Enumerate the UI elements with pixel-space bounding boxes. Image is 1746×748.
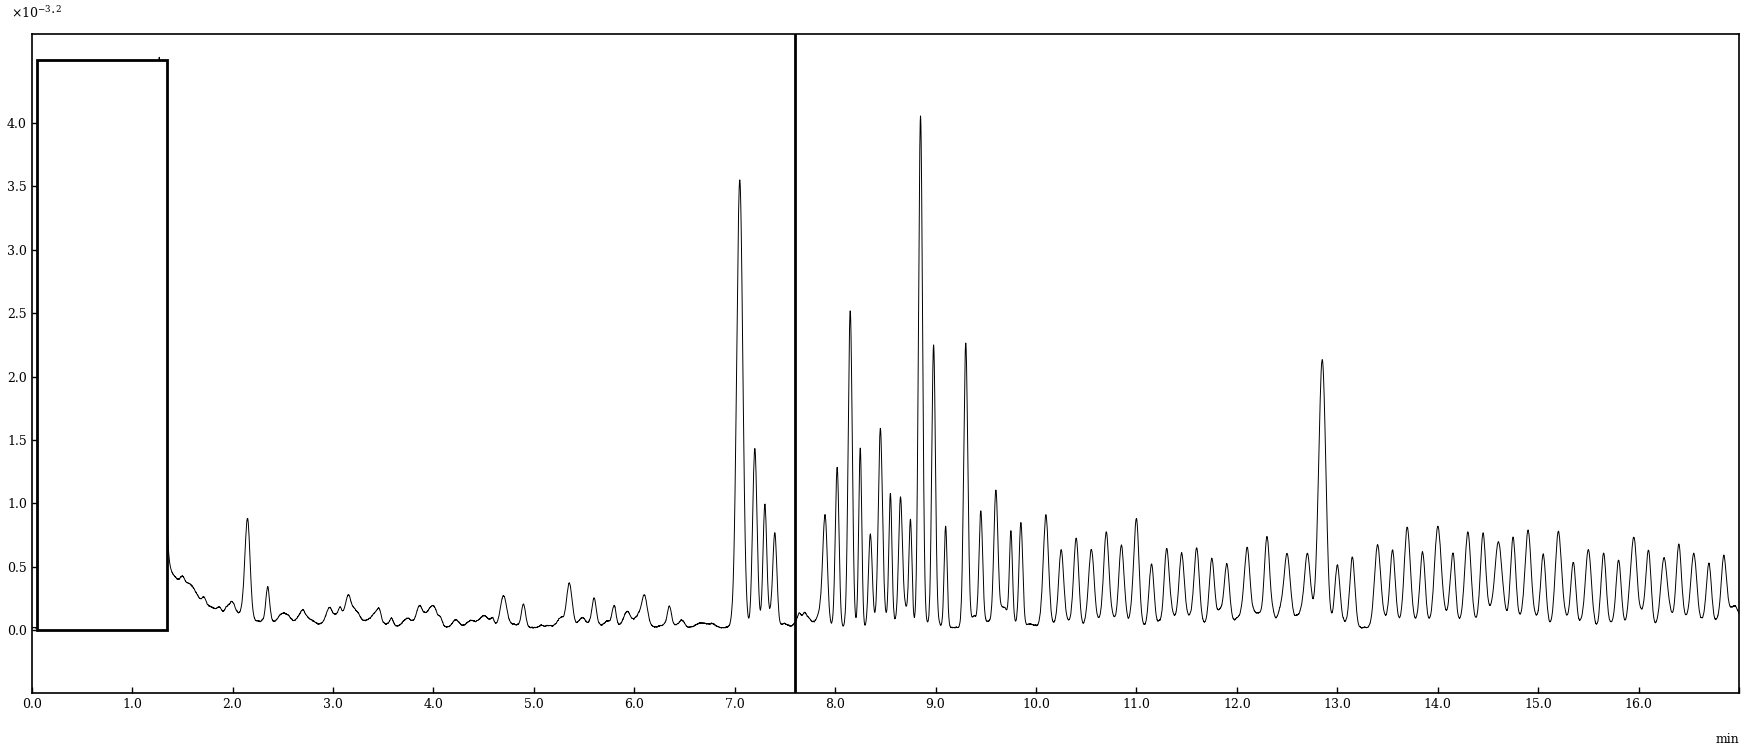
- Bar: [37, 60, 168, 630]
- Text: $\mathregular{\times10^{-3}{\cdot}^2}$: $\mathregular{\times10^{-3}{\cdot}^2}$: [10, 5, 63, 21]
- Text: min: min: [1715, 733, 1739, 746]
